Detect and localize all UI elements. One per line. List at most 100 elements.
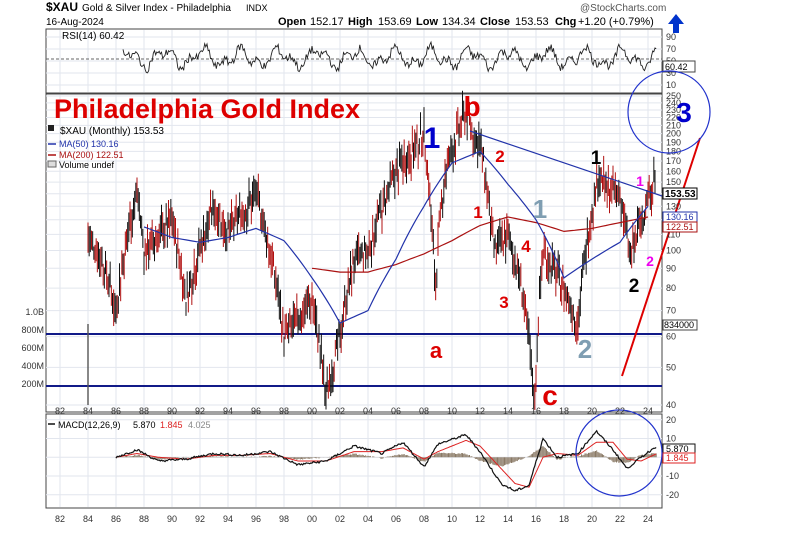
rsi-panel: RSI(14) 60.42 9070503010 60.42 <box>45 28 696 94</box>
wave-label: 2 <box>646 253 654 269</box>
price-tick-label: 70 <box>666 306 676 316</box>
x-tick-label-top: 08 <box>419 406 429 416</box>
x-tick-label-top: 22 <box>615 406 625 416</box>
macd-line <box>115 429 657 492</box>
x-tick-label-top: 06 <box>391 406 401 416</box>
rsi-last-value: 60.42 <box>665 62 688 72</box>
macd-legend-hist: 4.025 <box>188 420 211 430</box>
volume-tick-label: 1.0B <box>25 307 44 317</box>
price-tick-label: 240 <box>666 98 681 108</box>
wave-label: 3 <box>676 97 692 128</box>
volume-tick-label: 600M <box>21 343 44 353</box>
price-panel: Philadelphia Gold Index $XAU (Monthly) 1… <box>21 90 701 449</box>
wave-label: 4 <box>521 237 531 256</box>
x-tick-label-bottom: 12 <box>475 514 485 524</box>
rsi-line <box>122 40 657 74</box>
x-tick-label-bottom: 84 <box>83 514 93 524</box>
x-tick-label-top: 14 <box>503 406 513 416</box>
price-tick-label: 190 <box>666 137 681 147</box>
x-tick-label-top: 24 <box>643 406 653 416</box>
up-arrow-icon <box>668 14 684 33</box>
trendline-resistance <box>469 130 663 197</box>
x-tick-label-top: 84 <box>83 406 93 416</box>
wave-label: b <box>463 91 480 122</box>
x-tick-label-top: 88 <box>139 406 149 416</box>
header-name: Gold & Silver Index - Philadelphia <box>82 3 231 14</box>
x-tick-label-bottom: 94 <box>223 514 233 524</box>
header-high: 153.69 <box>378 16 412 28</box>
x-tick-label-bottom: 98 <box>279 514 289 524</box>
x-tick-label-top: 90 <box>167 406 177 416</box>
x-tick-label-bottom: 90 <box>167 514 177 524</box>
x-tick-label-top: 10 <box>447 406 457 416</box>
x-tick-label-bottom: 00 <box>307 514 317 524</box>
wave-label: c <box>542 380 558 411</box>
header-date: 16-Aug-2024 <box>46 17 104 28</box>
wave-label: 1 <box>473 203 482 222</box>
macd-legend-label: MACD(12,26,9) <box>58 420 121 430</box>
header-high-label: High <box>348 16 373 28</box>
volume-tick-label: 400M <box>21 361 44 371</box>
macd-tag: 5.870 <box>666 444 689 454</box>
main-title: Philadelphia Gold Index <box>54 94 360 124</box>
trendline-support <box>621 137 701 377</box>
price-tick-label: 60 <box>666 332 676 342</box>
x-tick-label-top: 82 <box>55 406 65 416</box>
legend-symbol: $XAU (Monthly) 153.53 <box>60 126 164 137</box>
x-tick-label-bottom: 08 <box>419 514 429 524</box>
x-tick-label-bottom: 18 <box>559 514 569 524</box>
price-tick-label: 130 <box>666 201 681 211</box>
x-tick-label-bottom: 14 <box>503 514 513 524</box>
price-tick-label: 230 <box>666 105 681 115</box>
macd-tick-label: 10 <box>666 434 676 444</box>
price-tick-label: 80 <box>666 283 676 293</box>
price-tick-label: 170 <box>666 156 681 166</box>
legend-volume: Volume undef <box>59 160 115 170</box>
price-tick-label: 160 <box>666 166 681 176</box>
x-tick-label-bottom: 24 <box>643 514 653 524</box>
header-chg: +1.20 (+0.79%) <box>578 16 654 28</box>
x-tick-label-top: 86 <box>111 406 121 416</box>
price-tick-label: 50 <box>666 362 676 372</box>
volume-tick-label: 800M <box>21 325 44 335</box>
legend-ma50: MA(50) 130.16 <box>59 139 119 149</box>
header-open: 152.17 <box>310 16 344 28</box>
wave-label: 1 <box>591 148 602 169</box>
header-close-label: Close <box>480 16 510 28</box>
x-tick-label-bottom: 22 <box>615 514 625 524</box>
header-close: 153.53 <box>515 16 549 28</box>
macd-tick-label: -20 <box>666 490 679 500</box>
price-tick-label: 250 <box>666 91 681 101</box>
header-low-label: Low <box>416 16 438 28</box>
x-tick-label-top: 04 <box>363 406 373 416</box>
x-tick-label-bottom: 82 <box>55 514 65 524</box>
rsi-tick-label: 70 <box>666 44 676 54</box>
price-tick-label: 40 <box>666 400 676 410</box>
x-tick-label-bottom: 02 <box>335 514 345 524</box>
x-tick-label-top: 96 <box>251 406 261 416</box>
stockcharts-watermark: @StockCharts.com <box>580 3 666 14</box>
price-tick-label: 100 <box>666 246 681 256</box>
header-exchange: INDX <box>246 3 268 13</box>
ma50-tag: 130.16 <box>666 212 694 222</box>
price-tick-label: 220 <box>666 113 681 123</box>
x-tick-label-bottom: 16 <box>531 514 541 524</box>
wave-label: a <box>430 338 443 363</box>
x-tick-label-top: 00 <box>307 406 317 416</box>
x-tick-label-bottom: 20 <box>587 514 597 524</box>
x-tick-label-bottom: 86 <box>111 514 121 524</box>
price-tick-label: 110 <box>666 229 680 239</box>
wave-label: 2 <box>629 276 640 297</box>
legend-ma200: MA(200) 122.51 <box>59 150 124 160</box>
x-tick-label-bottom: 96 <box>251 514 261 524</box>
x-tick-label-bottom: 92 <box>195 514 205 524</box>
x-tick-label-top: 20 <box>587 406 597 416</box>
macd-panel: MACD(12,26,9) 5.870 1.845 4.025 20100-10… <box>45 409 696 509</box>
x-tick-label-top: 98 <box>279 406 289 416</box>
x-tick-label-bottom: 06 <box>391 514 401 524</box>
signal-tag: 1.845 <box>666 453 689 463</box>
last-price-tag: 153.53 <box>665 189 696 200</box>
price-tick-label: 180 <box>666 146 681 156</box>
volume-tag: 834000 <box>664 320 694 330</box>
